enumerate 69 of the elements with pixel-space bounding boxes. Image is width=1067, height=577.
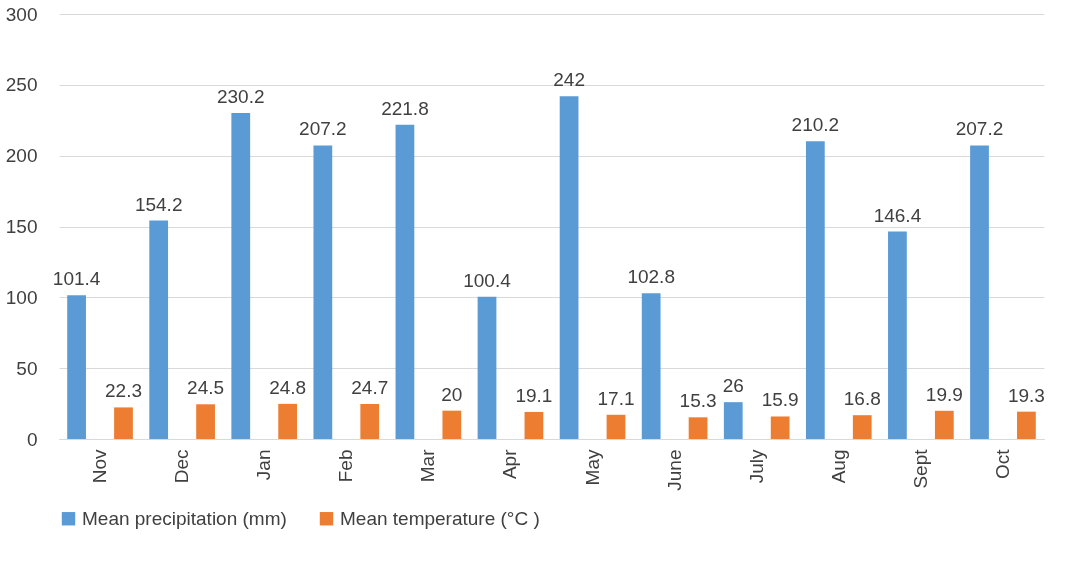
- data-label: 242: [553, 69, 585, 91]
- y-tick-label: 250: [5, 74, 38, 96]
- y-tick-label: 0: [26, 428, 38, 450]
- y-tick-label: 300: [5, 3, 38, 25]
- bar: [688, 417, 708, 439]
- y-tick-label: 50: [16, 357, 38, 379]
- bar: [559, 96, 579, 439]
- data-label: 102.8: [627, 266, 675, 288]
- data-label: 19.3: [1007, 384, 1045, 406]
- x-tick-label: Feb: [335, 449, 357, 483]
- data-label: 207.2: [955, 118, 1004, 140]
- x-tick-label: Oct: [991, 448, 1013, 480]
- bar: [723, 402, 743, 439]
- x-tick-label: Dec: [171, 449, 193, 484]
- bar: [442, 410, 462, 439]
- x-tick-label: July: [745, 449, 767, 484]
- bar: [114, 407, 133, 439]
- data-label: 154.2: [134, 193, 183, 215]
- x-tick-label: Aug: [827, 449, 849, 484]
- data-label: 207.2: [299, 118, 347, 140]
- x-tick-label: Apr: [499, 448, 521, 480]
- data-label: 26: [722, 375, 744, 397]
- bar: [934, 410, 954, 439]
- data-label: 24.8: [269, 376, 307, 398]
- legend-label: Mean temperature (°C ): [340, 507, 540, 529]
- bar: [231, 112, 251, 439]
- data-label: 24.5: [187, 377, 225, 399]
- x-tick-label: Sept: [909, 448, 931, 489]
- x-tick-label: Mar: [417, 448, 439, 483]
- bar: [770, 416, 790, 439]
- data-label: 17.1: [597, 387, 635, 409]
- data-label: 210.2: [791, 114, 840, 136]
- data-label: 20: [441, 383, 463, 405]
- bar: [477, 296, 497, 439]
- bar: [805, 141, 825, 439]
- bar: [313, 145, 333, 439]
- data-label: 16.8: [843, 388, 881, 410]
- data-label: 19.1: [515, 384, 553, 406]
- y-tick-label: 100: [5, 286, 38, 308]
- data-label: 15.9: [761, 389, 799, 411]
- x-tick-label: Jan: [253, 449, 275, 481]
- x-tick-label: June: [663, 449, 685, 491]
- bar: [278, 403, 298, 439]
- bar: [524, 411, 544, 439]
- data-label: 230.2: [216, 85, 265, 107]
- y-tick-label: 150: [5, 216, 38, 237]
- bar: [641, 293, 661, 439]
- bar: [196, 404, 215, 439]
- data-label: 19.9: [925, 383, 963, 405]
- bar: [970, 145, 989, 439]
- bar: [852, 415, 872, 439]
- x-tick-label: Nov: [89, 449, 111, 484]
- x-tick-label: May: [581, 449, 603, 486]
- data-label: 22.3: [105, 380, 142, 402]
- bar: [606, 414, 626, 439]
- data-label: 100.4: [463, 269, 512, 291]
- data-label: 146.4: [873, 204, 922, 226]
- data-label: 24.7: [351, 377, 389, 399]
- bar: [888, 231, 907, 439]
- data-label: 101.4: [52, 268, 101, 290]
- bar: [395, 124, 415, 439]
- data-label: 15.3: [679, 390, 717, 412]
- bar: [149, 220, 169, 439]
- legend-label: Mean precipitation (mm): [82, 507, 287, 529]
- bar: [1017, 411, 1036, 439]
- y-tick-label: 200: [5, 145, 38, 167]
- bar: [360, 404, 380, 439]
- data-label: 221.8: [381, 97, 429, 119]
- bar: [67, 295, 86, 439]
